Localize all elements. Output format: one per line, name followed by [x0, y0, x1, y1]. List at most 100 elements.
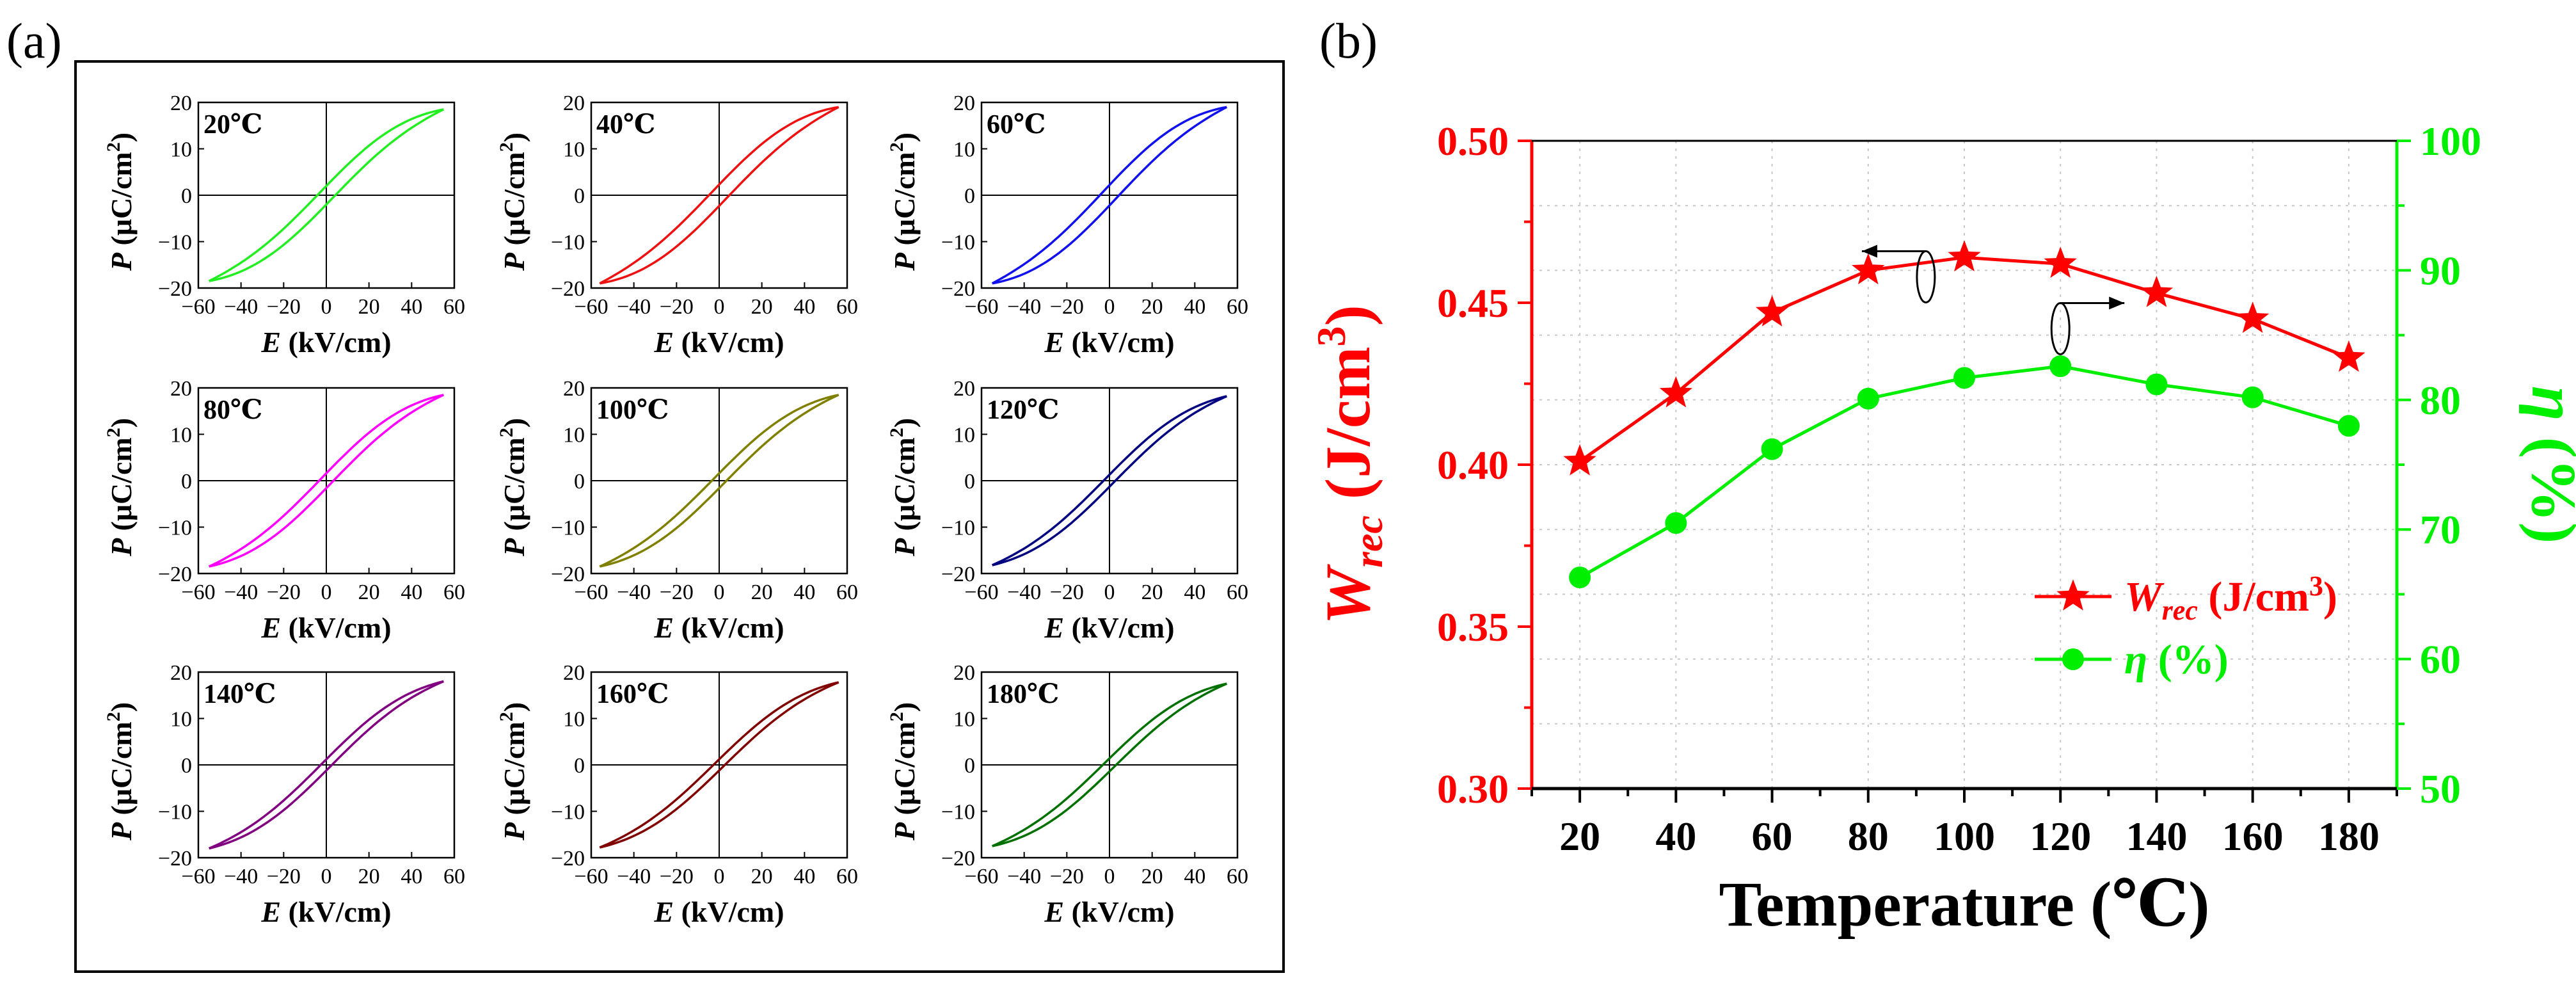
- x-tick-label: 60: [443, 581, 465, 604]
- x-tick-label: 100: [1934, 814, 1995, 859]
- y-tick-label: 0: [181, 470, 192, 493]
- x-tick-label: −60: [574, 865, 608, 888]
- x-tick-label: 0: [1104, 295, 1115, 319]
- x-tick-label: 60: [836, 865, 858, 888]
- x-tick-label: 0: [1104, 865, 1115, 888]
- wrec-point: [1948, 240, 1981, 271]
- y-axis-sup: 2: [886, 428, 907, 437]
- x-axis-symbol: E: [653, 895, 674, 928]
- wrec-point: [1563, 444, 1596, 476]
- right-tick-label: 90: [2420, 248, 2461, 293]
- y-tick-label: 20: [170, 661, 192, 685]
- indicator-arrowhead: [2109, 296, 2125, 310]
- y-tick-label: −20: [941, 277, 975, 301]
- y-axis-unit: (μC/cm: [888, 437, 921, 538]
- x-axis-unit: (kV/cm): [281, 611, 391, 644]
- temperature-label: 80℃: [203, 396, 262, 425]
- y-axis-close: ): [105, 702, 138, 712]
- x-tick-label: 140: [2126, 814, 2187, 859]
- legend-wrec-marker: [2056, 579, 2090, 611]
- eta-point: [1953, 367, 1975, 389]
- x-axis-unit: (kV/cm): [674, 326, 784, 358]
- x-tick-label: 0: [321, 581, 332, 604]
- temperature-label: 20℃: [203, 110, 262, 140]
- y-axis-symbol: P: [105, 252, 138, 271]
- y-axis-unit: (μC/cm: [888, 152, 921, 253]
- y-tick-label: −20: [941, 847, 975, 871]
- y-tick-label: 10: [563, 138, 585, 162]
- loop-branch-descending: [599, 394, 839, 568]
- temperature-label: 120℃: [987, 396, 1059, 425]
- y-axis-close: ): [105, 132, 138, 142]
- x-tick-label: −40: [1007, 865, 1041, 888]
- y-tick-label: −20: [551, 277, 585, 301]
- y-tick-label: −10: [158, 231, 192, 255]
- x-axis-symbol: E: [260, 895, 281, 928]
- right-axis-label: η (%): [2518, 386, 2576, 544]
- y-axis-unit: (μC/cm: [105, 437, 138, 538]
- y-tick-label: 10: [170, 138, 192, 162]
- y-axis-sup: 2: [103, 428, 124, 437]
- y-axis-label: P (μC/cm2): [886, 702, 921, 841]
- y-tick-label: 20: [563, 377, 585, 401]
- eta-axis-indicator: [2050, 296, 2125, 355]
- pe-loop-subplot: −60 −40 −20 0 20 40 60 20 10 0 −10 −20 E (kV/cm) P (μ…: [496, 661, 858, 928]
- right-tick-label: 60: [2420, 637, 2461, 682]
- x-tick-label: 20: [358, 581, 380, 604]
- x-tick-label: −40: [1007, 295, 1041, 319]
- y-axis-sup: 2: [496, 428, 517, 437]
- y-axis-sup: 2: [886, 142, 907, 152]
- wrec-axis-indicator: [1861, 245, 1936, 304]
- x-tick-label: 60: [836, 295, 858, 319]
- loop-branch-descending: [991, 106, 1227, 285]
- x-tick-label: −60: [964, 295, 998, 319]
- y-axis-close: ): [105, 418, 138, 428]
- y-tick-label: 20: [170, 377, 192, 401]
- x-axis-label: E (kV/cm): [1044, 611, 1174, 644]
- y-axis-close: ): [498, 132, 530, 142]
- y-axis-unit: (μC/cm: [888, 721, 921, 822]
- y-axis-unit: (μC/cm: [498, 437, 530, 538]
- y-tick-label: 20: [953, 661, 975, 685]
- y-tick-label: 10: [170, 424, 192, 447]
- y-tick-label: 10: [563, 424, 585, 447]
- legend-wrec-close: ): [2323, 574, 2337, 620]
- y-axis-close: ): [498, 702, 530, 712]
- x-tick-label: 60: [1227, 865, 1248, 888]
- x-axis-symbol: E: [653, 326, 674, 358]
- x-axis-label: Temperature (℃): [1719, 869, 2210, 940]
- eta-point: [2049, 355, 2072, 378]
- y-axis-unit: (μC/cm: [498, 152, 530, 253]
- eta-point: [2241, 386, 2264, 408]
- x-tick-label: −60: [574, 295, 608, 319]
- y-tick-label: 10: [563, 708, 585, 732]
- y-axis-close: ): [888, 418, 921, 428]
- y-axis-close: ): [888, 702, 921, 712]
- eta-point: [1761, 438, 1783, 460]
- y-axis-symbol: P: [498, 252, 530, 271]
- temperature-label: 60℃: [987, 110, 1046, 140]
- y-tick-label: 20: [953, 377, 975, 401]
- y-axis-unit: (μC/cm: [498, 721, 530, 822]
- y-tick-label: −10: [941, 801, 975, 824]
- loop-branch-ascending: [209, 680, 445, 850]
- y-tick-label: 10: [170, 708, 192, 732]
- x-tick-label: 40: [793, 865, 815, 888]
- x-tick-label: −40: [224, 865, 258, 888]
- y-axis-sup: 2: [886, 712, 907, 721]
- x-tick-label: −20: [1050, 581, 1084, 604]
- x-tick-label: 40: [1655, 814, 1696, 859]
- y-axis-symbol: P: [888, 822, 921, 841]
- x-tick-label: −20: [1050, 295, 1084, 319]
- x-tick-label: 0: [714, 581, 725, 604]
- legend-eta-label: η (%): [2124, 636, 2229, 683]
- y-tick-label: −10: [551, 231, 585, 255]
- x-tick-label: 120: [2030, 814, 2091, 859]
- x-tick-label: 60: [836, 581, 858, 604]
- x-axis-symbol: E: [260, 326, 281, 358]
- x-tick-label: 160: [2222, 814, 2284, 859]
- pe-loop-subplot: −60 −40 −20 0 20 40 60 20 10 0 −10 −20 E (kV/cm) P (μ…: [103, 92, 465, 358]
- x-tick-label: 60: [1752, 814, 1793, 859]
- x-tick-label: 0: [321, 865, 332, 888]
